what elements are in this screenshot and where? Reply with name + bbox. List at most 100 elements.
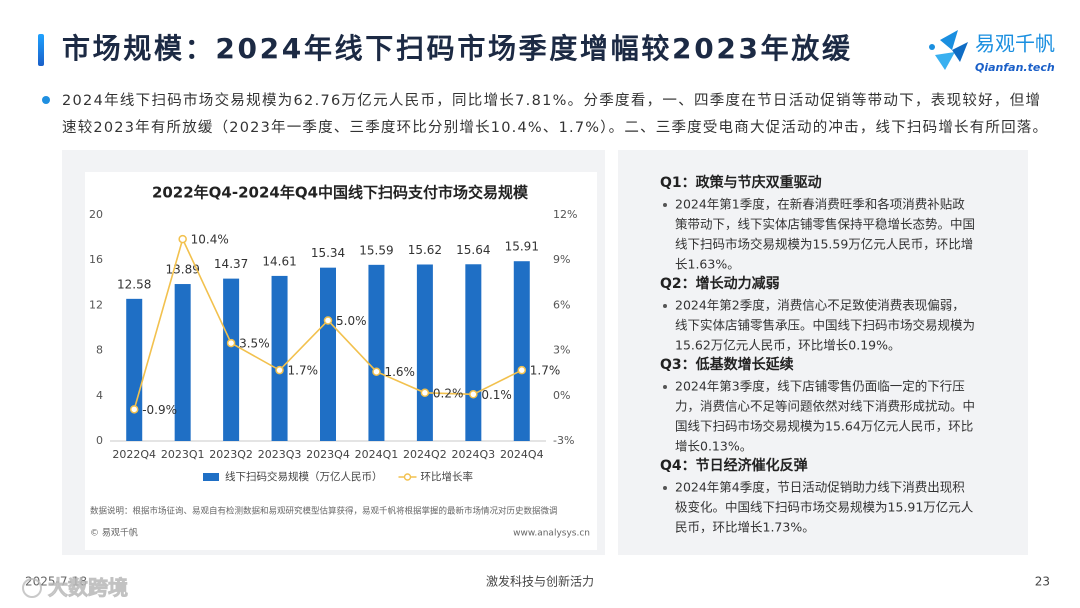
growth-value-label: 1.7% <box>288 364 319 378</box>
insight-line: 线下实体店铺零售承压。中国线下扫码市场交易规模为 <box>675 318 975 333</box>
x-tick-label: 2024Q4 <box>500 448 544 461</box>
growth-value-label: 10.4% <box>191 233 229 247</box>
insight-heading: Q1：政策与节庆双重驱动 <box>660 174 822 191</box>
growth-value-label: 5.0% <box>336 314 367 328</box>
x-tick-label: 2023Q1 <box>161 448 205 461</box>
bar-value-label: 15.91 <box>505 240 539 254</box>
insight-heading: Q4：节日经济催化反弹 <box>660 457 808 474</box>
y-tick-label: 0 <box>96 434 103 447</box>
growth-marker <box>372 367 381 376</box>
y-tick-label: 20 <box>89 208 103 221</box>
insight-panel <box>618 150 1028 555</box>
insight-line: 线下扫码市场交易规模为15.59万亿元人民币，环比增 <box>675 237 973 252</box>
growth-marker <box>420 388 430 398</box>
bar-value-label: 13.89 <box>165 263 199 277</box>
growth-marker <box>275 365 284 375</box>
insight-line: 2024年第4季度，节日活动促销助力线下消费出现积 <box>675 480 965 495</box>
bar-value-label: 15.34 <box>311 246 345 260</box>
bar-value-label: 15.59 <box>359 243 393 257</box>
insight-line: 长1.63%。 <box>675 257 740 272</box>
bar-value-label: 15.62 <box>408 243 442 257</box>
logo-name: 易观千帆 <box>975 32 1055 56</box>
growth-value-label: 0.1% <box>481 388 512 402</box>
logo-icon <box>929 30 968 70</box>
x-tick-label: 2023Q3 <box>258 448 302 461</box>
x-tick-label: 2024Q3 <box>452 448 496 461</box>
chart-title: 2022年Q4-2024年Q4中国线下扫码支付市场交易规模 <box>152 184 529 202</box>
insight-heading: Q3：低基数增长延续 <box>660 356 794 373</box>
copyright: © 易观千帆 <box>90 527 138 539</box>
insight-line: 2024年第3季度，线下店铺零售仍面临一定的下行压 <box>675 379 965 394</box>
title-accent <box>38 34 44 66</box>
growth-value-label: 1.6% <box>384 365 415 379</box>
insight-line: 民币，环比增长1.73%。 <box>675 520 815 535</box>
insight-line: 极变化。中国线下扫码市场交易规模为15.91万亿元人 <box>675 500 974 515</box>
footer-slogan: 激发科技与创新活力 <box>486 574 594 589</box>
legend-marker <box>403 473 412 481</box>
y2-tick-label: 3% <box>553 344 570 357</box>
y-tick-label: 4 <box>96 389 103 402</box>
y-tick-label: 12 <box>89 298 103 311</box>
summary-line: 2024年线下扫码市场交易规模为62.76万亿元人民币，同比增长7.81%。分季… <box>62 91 1040 109</box>
y-tick-label: 8 <box>96 344 103 357</box>
x-tick-label: 2024Q2 <box>403 448 447 461</box>
summary-line: 速较2023年有所放缓（2023年一季度、三季度环比分别增长10.4%、1.7%… <box>62 118 1047 136</box>
bar <box>223 278 240 441</box>
x-tick-label: 2023Q4 <box>306 448 350 461</box>
bar <box>465 264 482 441</box>
growth-marker <box>517 365 527 375</box>
bar <box>174 284 191 441</box>
legend-swatch <box>203 473 219 481</box>
insight-line: 15.62万亿元人民币，环比增长0.19%。 <box>675 338 901 353</box>
insight-bullet <box>663 486 667 490</box>
y2-tick-label: -3% <box>553 434 574 447</box>
insight-bullet <box>663 304 667 308</box>
watermark: 大数跨境 <box>48 576 128 600</box>
bar-value-label: 15.64 <box>456 243 490 257</box>
insight-bullet <box>663 203 667 207</box>
bar-value-label: 12.58 <box>117 277 151 291</box>
growth-value-label: -0.9% <box>142 403 177 417</box>
y-tick-label: 16 <box>89 253 103 266</box>
chart-card <box>85 172 597 550</box>
y2-tick-label: 12% <box>553 208 577 221</box>
bar <box>320 267 336 441</box>
growth-marker <box>129 405 139 414</box>
growth-marker <box>226 338 236 348</box>
x-tick-label: 2023Q2 <box>209 448 253 461</box>
bar <box>126 298 143 441</box>
watermark-icon <box>22 578 42 598</box>
bar-value-label: 14.37 <box>214 257 248 271</box>
growth-marker <box>469 390 478 399</box>
slide-title: 市场规模：2024年线下扫码市场季度增幅较2023年放缓 <box>62 32 851 65</box>
insight-line: 2024年第1季度，在新春消费旺季和各项消费补贴政 <box>675 197 965 212</box>
growth-marker <box>323 316 333 325</box>
legend-label: 线下扫码交易规模（万亿人民币） <box>225 470 383 483</box>
bar <box>271 275 288 441</box>
x-tick-label: 2024Q1 <box>355 448 399 461</box>
insight-line: 力，消费信心不足等问题依然对线下消费形成扰动。中 <box>675 399 975 414</box>
bar <box>368 264 385 441</box>
growth-value-label: 0.2% <box>433 386 464 400</box>
insight-line: 国线下扫码市场交易规模为15.64万亿元人民币，环比 <box>675 419 973 434</box>
y2-tick-label: 0% <box>553 389 570 402</box>
bar <box>416 264 433 441</box>
growth-value-label: 1.7% <box>530 364 561 378</box>
legend-label: 环比增长率 <box>421 470 474 483</box>
insight-line: 增长0.13%。 <box>675 439 752 454</box>
insight-line: 2024年第2季度，消费信心不足致使消费表现偏弱， <box>675 298 965 313</box>
insight-heading: Q2：增长动力减弱 <box>660 275 780 292</box>
insight-line: 策带动下，线下实体店铺零售保持平稳增长态势。中国 <box>675 217 975 232</box>
growth-marker <box>178 234 187 244</box>
source-note: 数据说明：根据市场征询、易观自有检测数据和易观研究模型估算获得，易观千帆将根据掌… <box>90 506 558 517</box>
page-number: 23 <box>1035 575 1050 589</box>
logo-url: Qianfan.tech <box>975 61 1055 74</box>
y2-tick-label: 9% <box>553 253 570 266</box>
website: www.analysys.cn <box>513 529 590 539</box>
insight-bullet <box>663 385 667 389</box>
bar <box>513 261 530 441</box>
summary-bullet <box>42 96 50 104</box>
growth-value-label: 3.5% <box>239 337 270 351</box>
